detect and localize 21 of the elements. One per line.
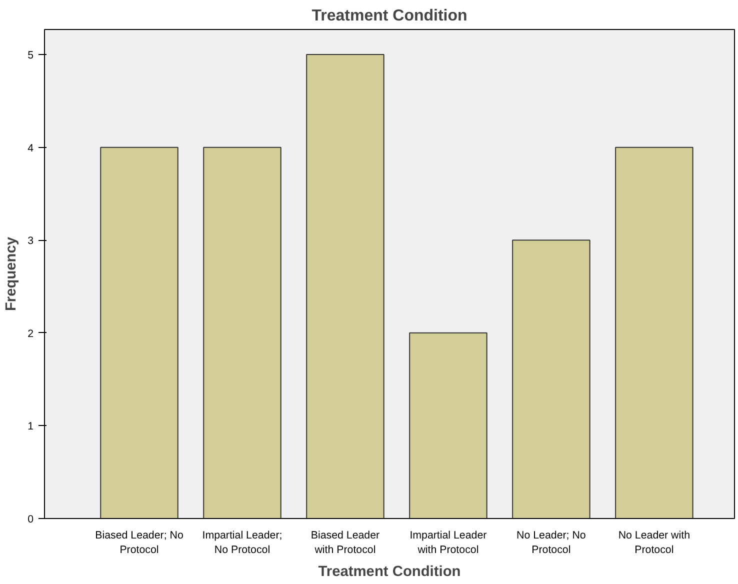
x-tick-label: No Leader with Protocol <box>618 530 690 556</box>
y-tick-label: 4 <box>28 142 34 154</box>
chart-title: Treatment Condition <box>312 8 468 24</box>
bar <box>100 146 178 518</box>
x-tick-label: Biased Leader; No Protocol <box>95 530 184 556</box>
bar <box>512 240 590 518</box>
bar <box>203 146 282 518</box>
x-tick-label: Biased Leader with Protocol <box>310 530 380 556</box>
y-tick-label: 2 <box>28 328 34 340</box>
y-tick-label: 1 <box>28 420 34 433</box>
y-axis-title: Frequency <box>4 236 20 312</box>
x-tick-label: No Leader; No Protocol <box>516 530 586 556</box>
x-axis-title: Treatment Condition <box>318 564 461 580</box>
x-tick-label: Impartial Leader; No Protocol <box>202 530 282 556</box>
bar <box>615 146 694 518</box>
bar <box>306 54 384 518</box>
y-tick-label: 3 <box>28 235 34 248</box>
y-tick-label: 5 <box>28 50 34 62</box>
x-tick-label: Impartial Leader with Protocol <box>410 530 488 556</box>
bar <box>409 332 488 518</box>
y-tick-label: 0 <box>28 514 34 526</box>
